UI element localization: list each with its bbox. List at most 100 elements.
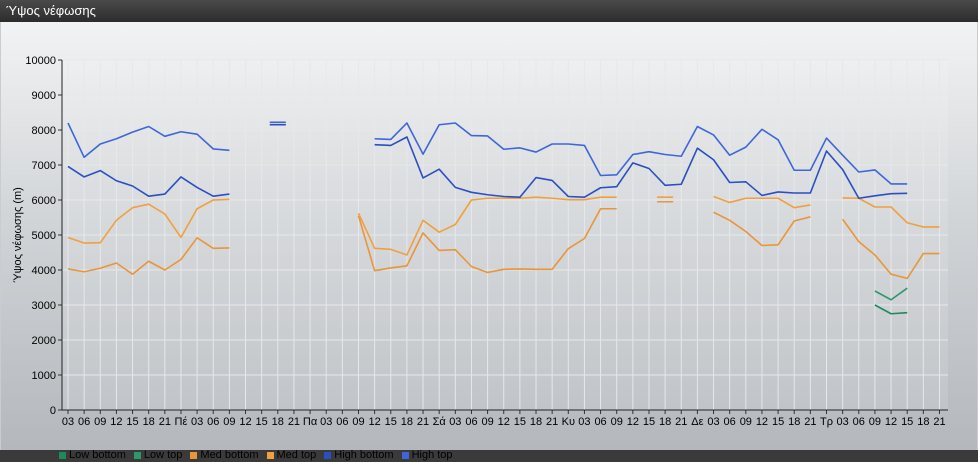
y-tick-label: 8000 xyxy=(32,125,56,137)
legend-swatch xyxy=(401,451,409,459)
series-line-3 xyxy=(713,195,811,209)
x-tick-label: 15 xyxy=(514,416,526,428)
x-tick-label: 03 xyxy=(578,416,590,428)
y-axis-title: Ύψος νέφωσης (m) xyxy=(12,187,24,283)
title-bar: Ύψος νέφωσης xyxy=(0,0,978,22)
legend-swatch xyxy=(266,451,274,459)
chart-legend: Low bottom Low top Med bottom Med top High b… xyxy=(59,448,453,462)
series-line-4 xyxy=(374,136,908,200)
x-tick-label: 18 xyxy=(272,416,284,428)
x-tick-label: 12 xyxy=(885,416,897,428)
legend-label: High bottom xyxy=(334,449,394,461)
x-tick-label: 18 xyxy=(917,416,929,428)
x-tick-label: 15 xyxy=(126,416,138,428)
x-tick-label: 21 xyxy=(288,416,300,428)
x-tick-label: 03 xyxy=(707,416,719,428)
chart-panel: 0 1000 2000 3000 4000 5000 6000 7000 8000 9000 100… xyxy=(1,22,977,461)
x-tick-label: 09 xyxy=(352,416,364,428)
x-tick-label: Πα xyxy=(303,416,318,428)
series-line-2 xyxy=(67,237,230,275)
x-tick-label: 12 xyxy=(498,416,510,428)
x-tick-label: Σά xyxy=(433,416,447,428)
x-tick-label: 06 xyxy=(465,416,477,428)
x-tick-label: 06 xyxy=(78,416,90,428)
series-line-2 xyxy=(357,207,617,274)
legend-item: High top xyxy=(401,448,453,462)
x-tick-label: 12 xyxy=(756,416,768,428)
y-tick-label: 4000 xyxy=(32,265,56,277)
x-tick-label: 06 xyxy=(853,416,865,428)
x-tick-label: 06 xyxy=(207,416,219,428)
x-tick-label: 21 xyxy=(546,416,558,428)
series-line-2 xyxy=(713,211,811,247)
legend-label: Low bottom xyxy=(69,449,126,461)
y-tick-label: 10000 xyxy=(25,55,56,67)
window-title: Ύψος νέφωσης xyxy=(6,3,96,18)
x-tick-label: 03 xyxy=(449,416,461,428)
x-tick-label: 06 xyxy=(336,416,348,428)
x-tick-label: 15 xyxy=(901,416,913,428)
x-tick-label: 12 xyxy=(239,416,251,428)
x-tick-label: 09 xyxy=(223,416,235,428)
legend-label: Low top xyxy=(143,449,183,461)
x-tick-label: 21 xyxy=(159,416,171,428)
x-tick-label: 12 xyxy=(110,416,122,428)
cloud-height-chart: 0 1000 2000 3000 4000 5000 6000 7000 8000 9000 100… xyxy=(12,55,948,428)
series-line-5 xyxy=(67,122,230,159)
x-tick-label: Κυ xyxy=(562,416,575,428)
x-tick-label: Δε xyxy=(691,416,703,428)
y-tick-label: 7000 xyxy=(32,160,56,172)
x-tick-label: 15 xyxy=(256,416,268,428)
legend-swatch xyxy=(324,451,332,459)
x-tick-label: 18 xyxy=(659,416,671,428)
x-tick-label: 18 xyxy=(401,416,413,428)
x-tick-label: 21 xyxy=(933,416,945,428)
x-tick-label: 09 xyxy=(740,416,752,428)
legend-swatch xyxy=(190,451,198,459)
x-tick-label: 15 xyxy=(772,416,784,428)
y-tick-label: 5000 xyxy=(32,230,56,242)
x-tick-label: 03 xyxy=(320,416,332,428)
x-tick-label: 15 xyxy=(385,416,397,428)
x-tick-label: 15 xyxy=(643,416,655,428)
series-line-2 xyxy=(841,218,940,280)
x-tick-label: 18 xyxy=(788,416,800,428)
legend-item: High bottom xyxy=(324,448,394,462)
x-tick-label: 09 xyxy=(481,416,493,428)
x-tick-label: 09 xyxy=(869,416,881,428)
x-tick-label: 03 xyxy=(62,416,74,428)
x-tick-label: 12 xyxy=(627,416,639,428)
series-line-1 xyxy=(874,287,908,301)
x-tick-label: Τρ xyxy=(820,416,833,428)
y-tick-label: 9000 xyxy=(32,90,56,102)
x-tick-label: 09 xyxy=(611,416,623,428)
legend-item: Low top xyxy=(133,448,183,462)
series-line-3 xyxy=(67,198,230,244)
x-tick-label: 21 xyxy=(675,416,687,428)
legend-item: Med bottom xyxy=(190,448,259,462)
legend-item: Low bottom xyxy=(59,448,126,462)
legend-label: High top xyxy=(411,449,453,461)
series-line-0 xyxy=(874,304,908,315)
x-tick-label: 18 xyxy=(530,416,542,428)
x-tick-label: 09 xyxy=(94,416,106,428)
y-tick-label: 6000 xyxy=(32,195,56,207)
y-tick-label: 2000 xyxy=(32,335,56,347)
legend-swatch xyxy=(133,451,141,459)
y-tick-label: 0 xyxy=(50,405,56,417)
y-tick-label: 3000 xyxy=(32,300,56,312)
legend-label: Med top xyxy=(276,449,317,461)
x-tick-label: 21 xyxy=(417,416,429,428)
series-line-4 xyxy=(67,165,230,197)
x-tick-label: 12 xyxy=(369,416,381,428)
y-tick-label: 1000 xyxy=(32,370,56,382)
legend-swatch xyxy=(59,451,66,459)
x-tick-label: 21 xyxy=(804,416,816,428)
legend-item: Med top xyxy=(266,448,317,462)
x-tick-label: Πέ xyxy=(175,416,188,428)
x-tick-label: 03 xyxy=(191,416,203,428)
x-tick-label: 18 xyxy=(143,416,155,428)
legend-label: Med bottom xyxy=(200,449,259,461)
x-tick-label: 03 xyxy=(837,416,849,428)
